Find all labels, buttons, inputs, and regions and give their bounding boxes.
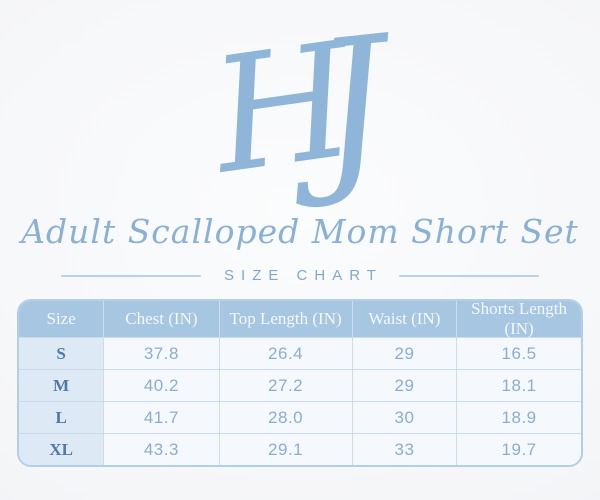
divider-line-left bbox=[61, 274, 202, 277]
shorts-length-value: 16.5 bbox=[456, 338, 581, 369]
shorts-length-value: 19.7 bbox=[456, 434, 581, 465]
table-header-row: Size Chest (IN) Top Length (IN) Waist (I… bbox=[19, 301, 581, 338]
shorts-length-value: 18.9 bbox=[456, 402, 581, 433]
waist-value: 29 bbox=[351, 338, 457, 369]
shorts-length-value: 18.1 bbox=[456, 370, 581, 401]
brand-monogram-logo: H J bbox=[0, 0, 600, 211]
size-label: XL bbox=[19, 434, 104, 465]
column-header-waist: Waist (IN) bbox=[351, 301, 457, 337]
top-length-value: 26.4 bbox=[218, 338, 352, 369]
table-row-l: L 41.7 28.0 30 18.9 bbox=[19, 401, 581, 433]
table-row-m: M 40.2 27.2 29 18.1 bbox=[19, 369, 581, 401]
column-header-top-length: Top Length (IN) bbox=[218, 301, 352, 337]
size-label: L bbox=[19, 402, 104, 433]
waist-value: 30 bbox=[351, 402, 457, 433]
chest-value: 41.7 bbox=[103, 402, 219, 433]
column-header-size: Size bbox=[19, 301, 104, 337]
chest-value: 40.2 bbox=[103, 370, 219, 401]
waist-value: 29 bbox=[351, 370, 457, 401]
chest-value: 43.3 bbox=[103, 434, 219, 465]
column-header-shorts-length: Shorts Length (IN) bbox=[456, 301, 581, 338]
size-chart-divider: SIZE CHART bbox=[0, 267, 600, 284]
table-row-xl: XL 43.3 29.1 33 19.7 bbox=[19, 433, 581, 465]
top-length-value: 28.0 bbox=[218, 402, 352, 433]
table-row-s: S 37.8 26.4 29 16.5 bbox=[19, 337, 581, 369]
size-label: S bbox=[19, 338, 104, 369]
chest-value: 37.8 bbox=[103, 338, 219, 369]
size-label: M bbox=[19, 370, 104, 401]
size-chart-label: SIZE CHART bbox=[224, 267, 383, 284]
size-table: Size Chest (IN) Top Length (IN) Waist (I… bbox=[17, 299, 583, 467]
top-length-value: 27.2 bbox=[218, 370, 352, 401]
divider-line-right bbox=[398, 274, 539, 277]
waist-value: 33 bbox=[351, 434, 457, 465]
column-header-chest: Chest (IN) bbox=[103, 301, 219, 337]
top-length-value: 29.1 bbox=[218, 434, 352, 465]
product-title: Adult Scalloped Mom Short Set bbox=[21, 212, 579, 251]
